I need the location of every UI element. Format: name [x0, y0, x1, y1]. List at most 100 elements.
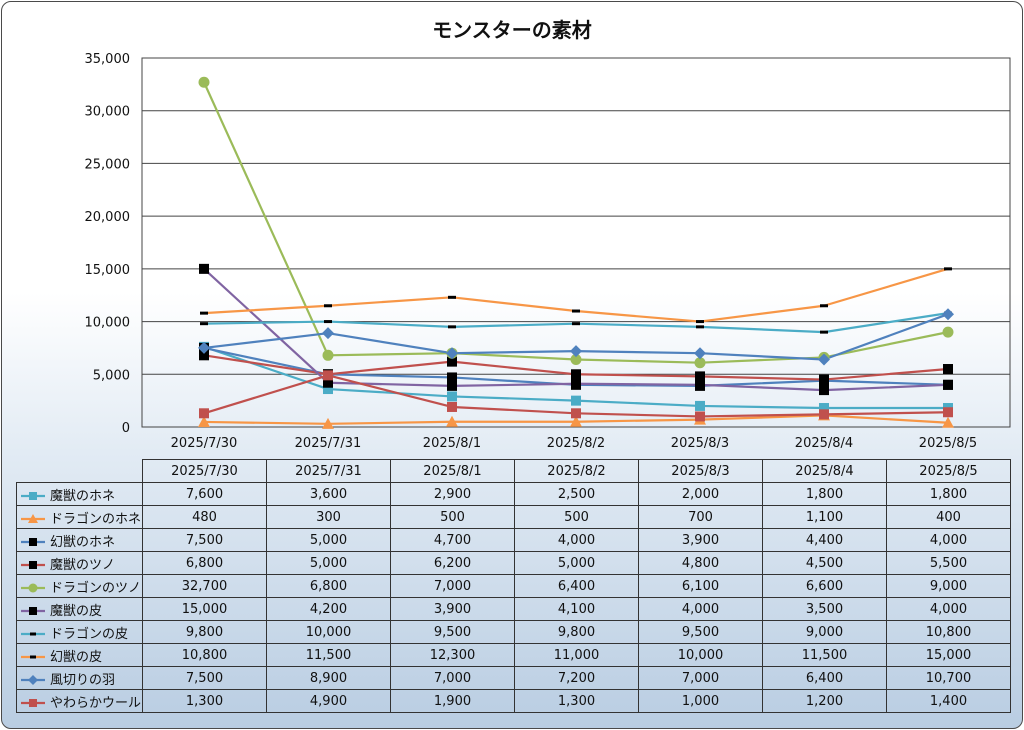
- table-header-cell: 2025/8/5: [886, 459, 1011, 483]
- chart-title: モンスターの素材: [432, 18, 592, 42]
- table-cell: 700: [638, 505, 763, 529]
- table-cell: 2,900: [390, 482, 515, 506]
- table-cell: 4,000: [886, 528, 1011, 552]
- series-name-cell: やわらかウール: [16, 689, 143, 713]
- series-line: [202, 81, 949, 364]
- table-cell: 9,800: [514, 620, 639, 644]
- table-cell: 300: [266, 505, 391, 529]
- table-row: 魔獣のツノ 6,800 5,000 6,200 5,000 4,800 4,500 5,500: [16, 551, 1011, 575]
- x-tick-label: 2025/8/1: [423, 436, 481, 451]
- table-header-cell: 2025/7/30: [142, 459, 267, 483]
- series-name: 魔獣のツノ: [50, 557, 116, 573]
- series-name: 魔獣の皮: [50, 603, 103, 619]
- table-cell: 3,600: [266, 482, 391, 506]
- data-point: [818, 353, 830, 366]
- table-cell: 3,900: [390, 597, 515, 621]
- data-point: [570, 415, 582, 427]
- table-cell: 10,000: [638, 643, 763, 667]
- data-point: [571, 378, 581, 389]
- data-point: [447, 391, 457, 402]
- y-tick-label: 10,000: [85, 316, 131, 331]
- x-tick-label: 2025/7/30: [171, 436, 238, 451]
- legend-key: [21, 514, 45, 523]
- series-name: 幻獣の皮: [50, 649, 103, 665]
- table-cell: 32,700: [142, 574, 267, 598]
- data-point: [820, 304, 828, 308]
- data-point: [324, 320, 332, 324]
- table-cell: 11,500: [266, 643, 391, 667]
- table-cell: 500: [514, 505, 639, 529]
- y-tick-label: 35,000: [85, 52, 131, 67]
- table-row: 魔獣の皮 15,000 4,200 3,900 4,100 4,000 3,500 4,000: [16, 597, 1011, 621]
- data-point: [695, 379, 705, 390]
- table-cell: 1,000: [638, 689, 763, 713]
- data-point: [571, 395, 581, 406]
- y-tick-label: 0: [122, 421, 130, 436]
- table-header-cell: 2025/8/2: [514, 459, 639, 483]
- table-cell: 7,200: [514, 666, 639, 690]
- table-cell: 4,500: [762, 551, 887, 575]
- data-point: [819, 409, 829, 420]
- legend-key: [21, 583, 45, 593]
- table-cell: 10,800: [142, 643, 267, 667]
- table-cell: 2,500: [514, 482, 639, 506]
- data-point: [571, 408, 581, 419]
- table-cell: 7,000: [638, 666, 763, 690]
- data-point: [200, 322, 208, 326]
- data-point: [944, 267, 952, 271]
- series-name-cell: 魔獣のホネ: [16, 482, 143, 506]
- table-cell: 6,800: [142, 551, 267, 575]
- series-name-cell: 幻獣の皮: [16, 643, 143, 667]
- data-point: [322, 349, 334, 361]
- table-cell: 11,500: [762, 643, 887, 667]
- table-cell: 6,200: [390, 551, 515, 575]
- legend-key: [21, 655, 45, 659]
- legend-key: [21, 538, 45, 546]
- table-cell: 500: [390, 505, 515, 529]
- data-point: [447, 380, 457, 391]
- table-cell: 10,000: [266, 620, 391, 644]
- data-point: [198, 341, 210, 354]
- table-cell: 12,300: [390, 643, 515, 667]
- series-name: ドラゴンのホネ: [50, 511, 142, 527]
- table-header-cell: 2025/8/3: [638, 459, 763, 483]
- table-cell: 6,600: [762, 574, 887, 598]
- x-tick-label: 2025/8/4: [795, 436, 853, 451]
- table-row: ドラゴンのツノ 32,700 6,800 7,000 6,400 6,100 6,600 9,…: [16, 574, 1011, 598]
- table-header-cell: 2025/8/4: [762, 459, 887, 483]
- table-cell: 9,800: [142, 620, 267, 644]
- legend-key: [21, 699, 45, 707]
- data-point: [322, 417, 334, 429]
- table-cell: 9,500: [638, 620, 763, 644]
- table-corner: [17, 460, 143, 483]
- series-name: やわらかウール: [50, 695, 142, 711]
- table-row: やわらかウール 1,300 4,900 1,900 1,300 1,000 1,200 1,4…: [16, 689, 1011, 713]
- table-cell: 1,800: [886, 482, 1011, 506]
- series-line: [203, 267, 949, 323]
- data-table: 2025/7/30 2025/7/31 2025/8/1 2025/8/2 2025/8…: [16, 459, 1011, 713]
- table-cell: 5,000: [266, 528, 391, 552]
- table-cell: 9,000: [762, 620, 887, 644]
- data-point: [694, 347, 706, 360]
- table-cell: 6,400: [514, 574, 639, 598]
- table-cell: 480: [142, 505, 267, 529]
- data-point: [199, 263, 209, 274]
- x-tick-label: 2025/8/5: [919, 436, 977, 451]
- table-cell: 7,000: [390, 666, 515, 690]
- table-cell: 1,400: [886, 689, 1011, 713]
- series-name: ドラゴンの皮: [50, 626, 129, 642]
- y-tick-label: 15,000: [85, 263, 131, 278]
- series-name: 魔獣のホネ: [50, 488, 116, 504]
- data-point: [448, 295, 456, 299]
- table-cell: 7,000: [390, 574, 515, 598]
- x-tick-label: 2025/7/31: [295, 436, 362, 451]
- table-cell: 4,400: [762, 528, 887, 552]
- table-header-cell: 2025/7/31: [266, 459, 391, 483]
- series-name-cell: 風切りの羽: [16, 666, 143, 690]
- table-cell: 4,800: [638, 551, 763, 575]
- data-point: [324, 304, 332, 308]
- data-point: [323, 384, 333, 395]
- table-cell: 9,000: [886, 574, 1011, 598]
- table-row: 風切りの羽 7,500 8,900 7,000 7,200 7,000 6,400 10,70…: [16, 666, 1011, 690]
- data-point: [198, 76, 210, 88]
